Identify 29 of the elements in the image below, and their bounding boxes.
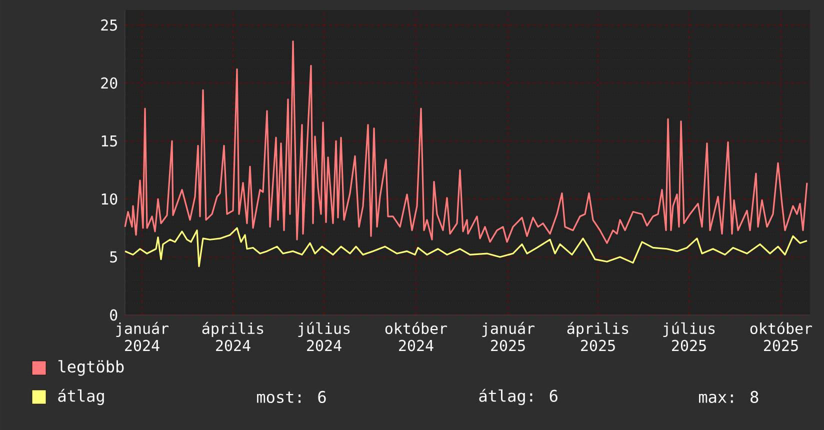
x2-tick-label: 2024 xyxy=(307,340,342,352)
x-tick-label: január xyxy=(116,322,169,337)
x2-tick-label: 2025 xyxy=(672,340,706,352)
y-tick-label: 5 xyxy=(110,251,117,263)
x-tick-label: április xyxy=(567,322,628,337)
legend-label: átlag xyxy=(58,388,104,406)
x2-tick-label: 2025 xyxy=(581,340,615,352)
x2-tick-label: 2024 xyxy=(216,340,250,352)
y-tick-label: 20 xyxy=(101,77,118,89)
x2-tick-label: 2025 xyxy=(764,340,798,352)
x2-tick-label: 2024 xyxy=(399,340,434,352)
legend-label: legtöbb xyxy=(58,360,124,376)
x-tick-label: október xyxy=(385,322,448,334)
line-series xyxy=(124,227,808,268)
text: átlag: 6 xyxy=(479,388,558,406)
text: most: 6 xyxy=(257,390,326,404)
x-tick-label: április xyxy=(202,322,264,337)
y-tick-label: 15 xyxy=(102,135,117,147)
y-tick-label: 10 xyxy=(102,193,118,205)
line-series xyxy=(124,40,808,244)
text: max: 8 xyxy=(699,390,758,404)
y-tick-label: 0 xyxy=(110,309,118,321)
x2-tick-label: 2024 xyxy=(125,340,160,352)
x-tick-label: július xyxy=(663,322,715,337)
y-tick-label: 25 xyxy=(101,19,117,31)
x-tick-label: január xyxy=(482,322,535,337)
x-tick-label: október xyxy=(750,322,812,334)
x-tick-label: július xyxy=(298,322,350,337)
x2-tick-label: 2025 xyxy=(491,340,525,352)
